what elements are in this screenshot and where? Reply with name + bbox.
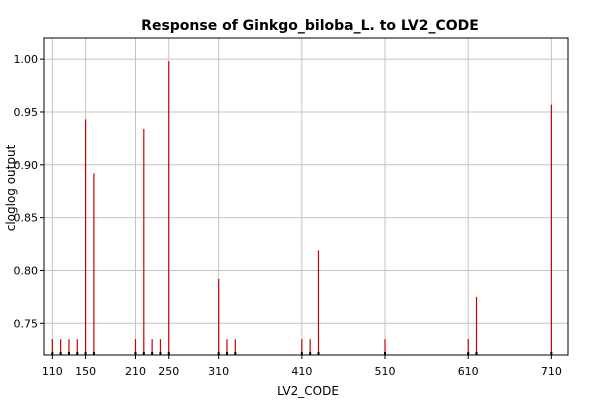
response-bar-base <box>467 352 470 355</box>
x-tick-label: 250 <box>158 365 179 378</box>
response-bar-base <box>159 352 162 355</box>
plot-frame <box>43 37 569 356</box>
x-axis-label: LV2_CODE <box>277 384 339 398</box>
x-tick-label: 510 <box>375 365 396 378</box>
chart-title: Response of Ginkgo_biloba_L. to LV2_CODE <box>141 18 479 34</box>
y-axis-label: cloglog output <box>4 144 18 231</box>
response-bar-base <box>84 352 87 355</box>
response-bar-base <box>134 352 137 355</box>
response-bar-base <box>92 352 95 355</box>
response-bar-base <box>234 352 237 355</box>
response-bar-base <box>309 352 312 355</box>
grid <box>44 38 568 355</box>
x-tick-label: 210 <box>125 365 146 378</box>
x-tick-label: 610 <box>458 365 479 378</box>
x-tick-label: 310 <box>208 365 229 378</box>
response-bar-base <box>142 352 145 355</box>
x-axis: 110 150 210 250 310 410 510 610 710 <box>42 355 562 378</box>
response-bar-base <box>51 352 54 355</box>
x-tick-label: 110 <box>42 365 63 378</box>
y-axis: 0.75 0.80 0.85 0.90 0.95 1.00 <box>14 53 44 330</box>
y-tick-label: 0.80 <box>14 264 39 277</box>
response-bar-base <box>167 352 170 355</box>
y-tick-label: 0.75 <box>14 317 39 330</box>
response-bar-base <box>217 352 220 355</box>
response-bar-base <box>300 352 303 355</box>
response-bar-base <box>67 352 70 355</box>
response-bar-base <box>59 352 62 355</box>
response-bar-base <box>225 352 228 355</box>
bars <box>51 61 553 355</box>
y-tick-label: 0.95 <box>14 106 39 119</box>
response-bar-base <box>550 352 553 355</box>
response-bar-base <box>151 352 154 355</box>
y-tick-label: 0.85 <box>14 212 39 225</box>
response-bar-base <box>475 352 478 355</box>
y-tick-label: 1.00 <box>14 53 39 66</box>
y-tick-label: 0.90 <box>14 159 39 172</box>
x-tick-label: 150 <box>75 365 96 378</box>
x-tick-label: 410 <box>291 365 312 378</box>
response-bar-base <box>384 352 387 355</box>
x-tick-label: 710 <box>541 365 562 378</box>
response-bar-base <box>317 352 320 355</box>
response-bar-base <box>76 352 79 355</box>
